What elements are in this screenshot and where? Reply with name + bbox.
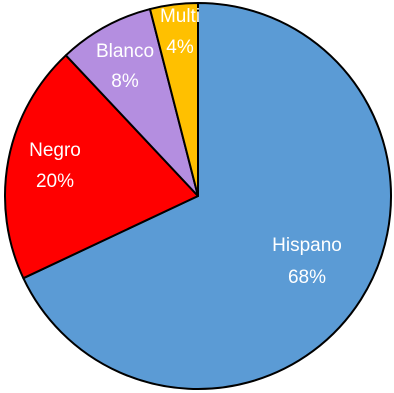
slices-layer: [4, 2, 392, 390]
slice-value-label-blanco: 8%: [111, 71, 139, 92]
slice-name-label-multi: Multi: [160, 6, 200, 27]
pie-slice-negro: [4, 54, 199, 280]
slice-value-label-negro: 20%: [36, 171, 74, 192]
slice-name-label-blanco: Blanco: [96, 41, 154, 62]
slice-name-label-negro: Negro: [29, 140, 81, 161]
slice-value-label-multi: 4%: [166, 37, 194, 58]
pie-slice-blanco: [64, 8, 199, 197]
slice-value-label-hispano: 68%: [288, 267, 326, 288]
labels-layer: Hispano 68% Negro 20% Blanco 8% Multi 4%: [29, 6, 342, 288]
pie-slice-hispano: [22, 2, 392, 390]
slice-name-label-hispano: Hispano: [272, 235, 342, 256]
pie-slice-multi: [149, 2, 199, 197]
